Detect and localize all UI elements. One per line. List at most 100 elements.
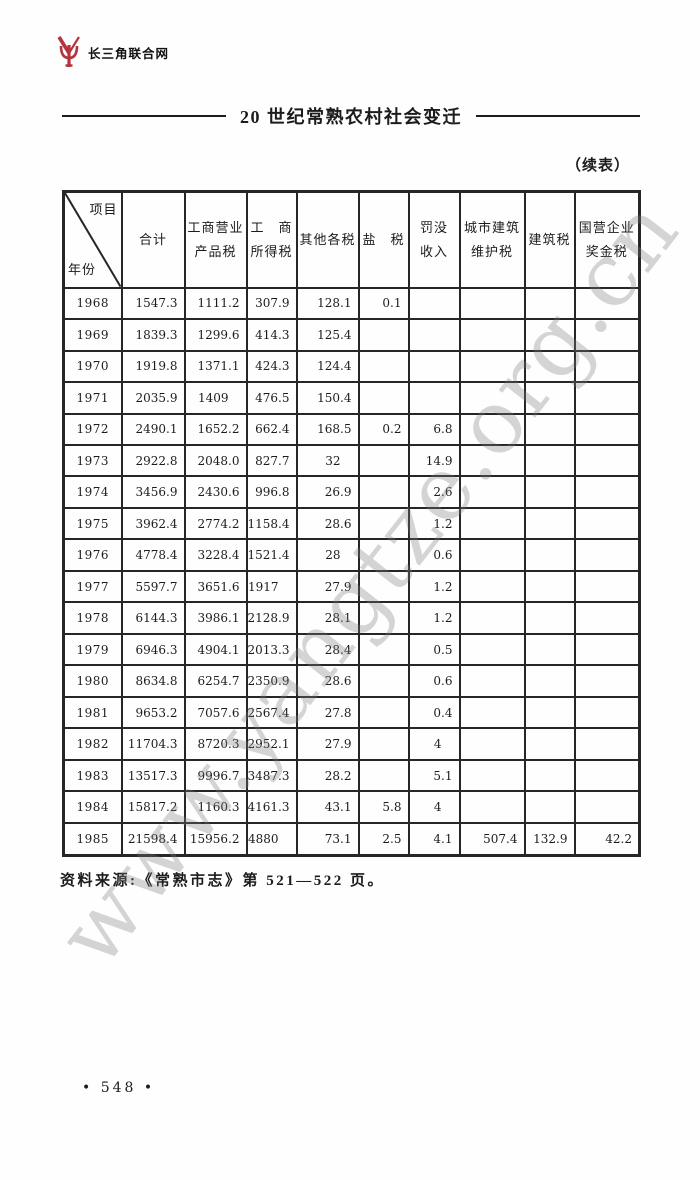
- value-cell: 8720.3: [183, 727, 248, 761]
- column-header: 建筑税: [523, 190, 576, 289]
- value-cell: 28.6: [295, 664, 360, 698]
- value-cell: [458, 790, 526, 824]
- value-cell: [523, 632, 576, 667]
- value-cell: [357, 443, 410, 478]
- year-cell: 1971: [62, 381, 123, 415]
- value-cell: 5.1: [407, 758, 461, 793]
- value-cell: 5.8: [357, 790, 410, 824]
- value-cell: 2567.4: [245, 695, 298, 730]
- year-cell: 1968: [62, 286, 123, 321]
- value-cell: [357, 569, 410, 604]
- table-row: 1969 1839.3 1299.6 414.3 125.4: [62, 318, 641, 352]
- value-cell: 4: [407, 790, 461, 824]
- value-cell: 32: [295, 443, 360, 478]
- value-cell: 1.2: [407, 601, 461, 635]
- column-header: 城市建筑 维护税: [458, 190, 526, 289]
- value-cell: [523, 601, 576, 635]
- source-note: 资料来源:《常熟市志》第 521—522 页。: [60, 873, 385, 889]
- tax-revenue-table: 项目 年份 合计 工商营业 产品税工 商 所得税 其他各税盐 税罚没 收入 城市建筑 …: [62, 190, 641, 857]
- value-cell: 1158.4: [245, 506, 298, 541]
- value-cell: 5597.7: [120, 569, 186, 604]
- column-header: 罚没 收入: [407, 190, 461, 289]
- table-row: 1981 9653.2 7057.6 2567.4 27.8 0.4: [62, 695, 641, 730]
- value-cell: [523, 475, 576, 509]
- value-cell: [573, 758, 641, 793]
- value-cell: [458, 286, 526, 321]
- year-cell: 1985: [62, 821, 123, 857]
- value-cell: 4778.4: [120, 538, 186, 572]
- value-cell: [357, 601, 410, 635]
- psi-v-logo-icon: [57, 36, 81, 68]
- value-cell: [458, 506, 526, 541]
- value-cell: 2430.6: [183, 475, 248, 509]
- value-cell: 21598.4: [120, 821, 186, 857]
- table-header-row: 项目 年份 合计 工商营业 产品税工 商 所得税 其他各税盐 税罚没 收入 城市建筑 …: [62, 190, 641, 289]
- value-cell: 1160.3: [183, 790, 248, 824]
- value-cell: 996.8: [245, 475, 298, 509]
- value-cell: 2350.9: [245, 664, 298, 698]
- value-cell: [458, 475, 526, 509]
- value-cell: [357, 538, 410, 572]
- value-cell: 0.5: [407, 632, 461, 667]
- value-cell: 15817.2: [120, 790, 186, 824]
- value-cell: 2048.0: [183, 443, 248, 478]
- title-rule-left: [62, 115, 226, 117]
- value-cell: 9996.7: [183, 758, 248, 793]
- value-cell: [407, 318, 461, 352]
- value-cell: [523, 569, 576, 604]
- value-cell: [573, 286, 641, 321]
- title-rule-right: [476, 115, 640, 117]
- year-cell: 1972: [62, 412, 123, 446]
- value-cell: 6946.3: [120, 632, 186, 667]
- year-cell: 1970: [62, 349, 123, 384]
- value-cell: [573, 412, 641, 446]
- value-cell: [573, 569, 641, 604]
- value-cell: [357, 758, 410, 793]
- table-row: 1979 6946.3 4904.1 2013.3 28.4 0.5: [62, 632, 641, 667]
- value-cell: 28: [295, 538, 360, 572]
- value-cell: 27.8: [295, 695, 360, 730]
- year-cell: 1974: [62, 475, 123, 509]
- value-cell: 1409: [183, 381, 248, 415]
- year-cell: 1973: [62, 443, 123, 478]
- running-head: 20 世纪常熟农村社会变迁: [62, 103, 640, 129]
- value-cell: 1652.2: [183, 412, 248, 446]
- value-cell: 43.1: [295, 790, 360, 824]
- value-cell: [357, 506, 410, 541]
- value-cell: [458, 381, 526, 415]
- value-cell: 0.4: [407, 695, 461, 730]
- value-cell: [573, 790, 641, 824]
- value-cell: 4880: [245, 821, 298, 857]
- value-cell: 6144.3: [120, 601, 186, 635]
- value-cell: [573, 538, 641, 572]
- value-cell: [573, 443, 641, 478]
- value-cell: 27.9: [295, 569, 360, 604]
- value-cell: [573, 727, 641, 761]
- corner-label-year: 年份: [68, 262, 97, 278]
- value-cell: 2128.9: [245, 601, 298, 635]
- value-cell: 1919.8: [120, 349, 186, 384]
- value-cell: [458, 569, 526, 604]
- value-cell: [458, 727, 526, 761]
- value-cell: 28.6: [295, 506, 360, 541]
- value-cell: 13517.3: [120, 758, 186, 793]
- year-cell: 1976: [62, 538, 123, 572]
- value-cell: [458, 412, 526, 446]
- column-header: 盐 税: [357, 190, 410, 289]
- value-cell: [407, 349, 461, 384]
- value-cell: 1299.6: [183, 318, 248, 352]
- column-header: 工商营业 产品税: [183, 190, 248, 289]
- value-cell: 15956.2: [183, 821, 248, 857]
- value-cell: 168.5: [295, 412, 360, 446]
- value-cell: [523, 381, 576, 415]
- value-cell: 14.9: [407, 443, 461, 478]
- value-cell: 414.3: [245, 318, 298, 352]
- value-cell: 3228.4: [183, 538, 248, 572]
- value-cell: 28.1: [295, 601, 360, 635]
- value-cell: 2922.8: [120, 443, 186, 478]
- value-cell: 11704.3: [120, 727, 186, 761]
- value-cell: 1521.4: [245, 538, 298, 572]
- table-row: 1972 2490.1 1652.2 662.4 168.5 0.2 6.8: [62, 412, 641, 446]
- value-cell: 0.2: [357, 412, 410, 446]
- value-cell: [573, 475, 641, 509]
